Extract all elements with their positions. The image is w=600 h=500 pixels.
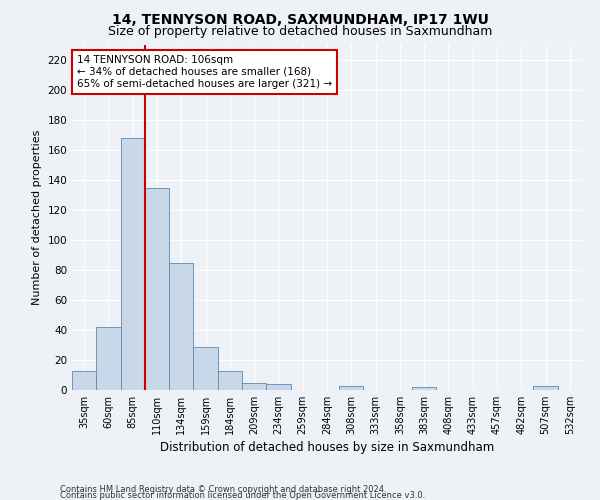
Bar (121, 138, 145, 390)
Y-axis label: Number of detached properties: Number of detached properties (32, 130, 42, 305)
Bar (145, 188, 169, 390)
Text: Contains public sector information licensed under the Open Government Licence v3: Contains public sector information licen… (60, 490, 425, 500)
Bar (412, 387, 436, 390)
Text: Contains HM Land Registry data © Crown copyright and database right 2024.: Contains HM Land Registry data © Crown c… (60, 484, 386, 494)
Text: 14 TENNYSON ROAD: 106sqm
← 34% of detached houses are smaller (168)
65% of semi-: 14 TENNYSON ROAD: 106sqm ← 34% of detach… (77, 56, 332, 88)
Bar (339, 386, 364, 390)
Bar (193, 346, 218, 390)
Text: 14, TENNYSON ROAD, SAXMUNDHAM, IP17 1WU: 14, TENNYSON ROAD, SAXMUNDHAM, IP17 1WU (112, 12, 488, 26)
X-axis label: Distribution of detached houses by size in Saxmundham: Distribution of detached houses by size … (160, 441, 494, 454)
Text: Size of property relative to detached houses in Saxmundham: Size of property relative to detached ho… (108, 25, 492, 38)
Bar (533, 386, 558, 390)
Bar (266, 384, 290, 390)
Bar (96, 327, 121, 390)
Bar (242, 382, 266, 390)
Bar (169, 262, 193, 390)
Bar (72, 370, 96, 390)
Bar (218, 370, 242, 390)
